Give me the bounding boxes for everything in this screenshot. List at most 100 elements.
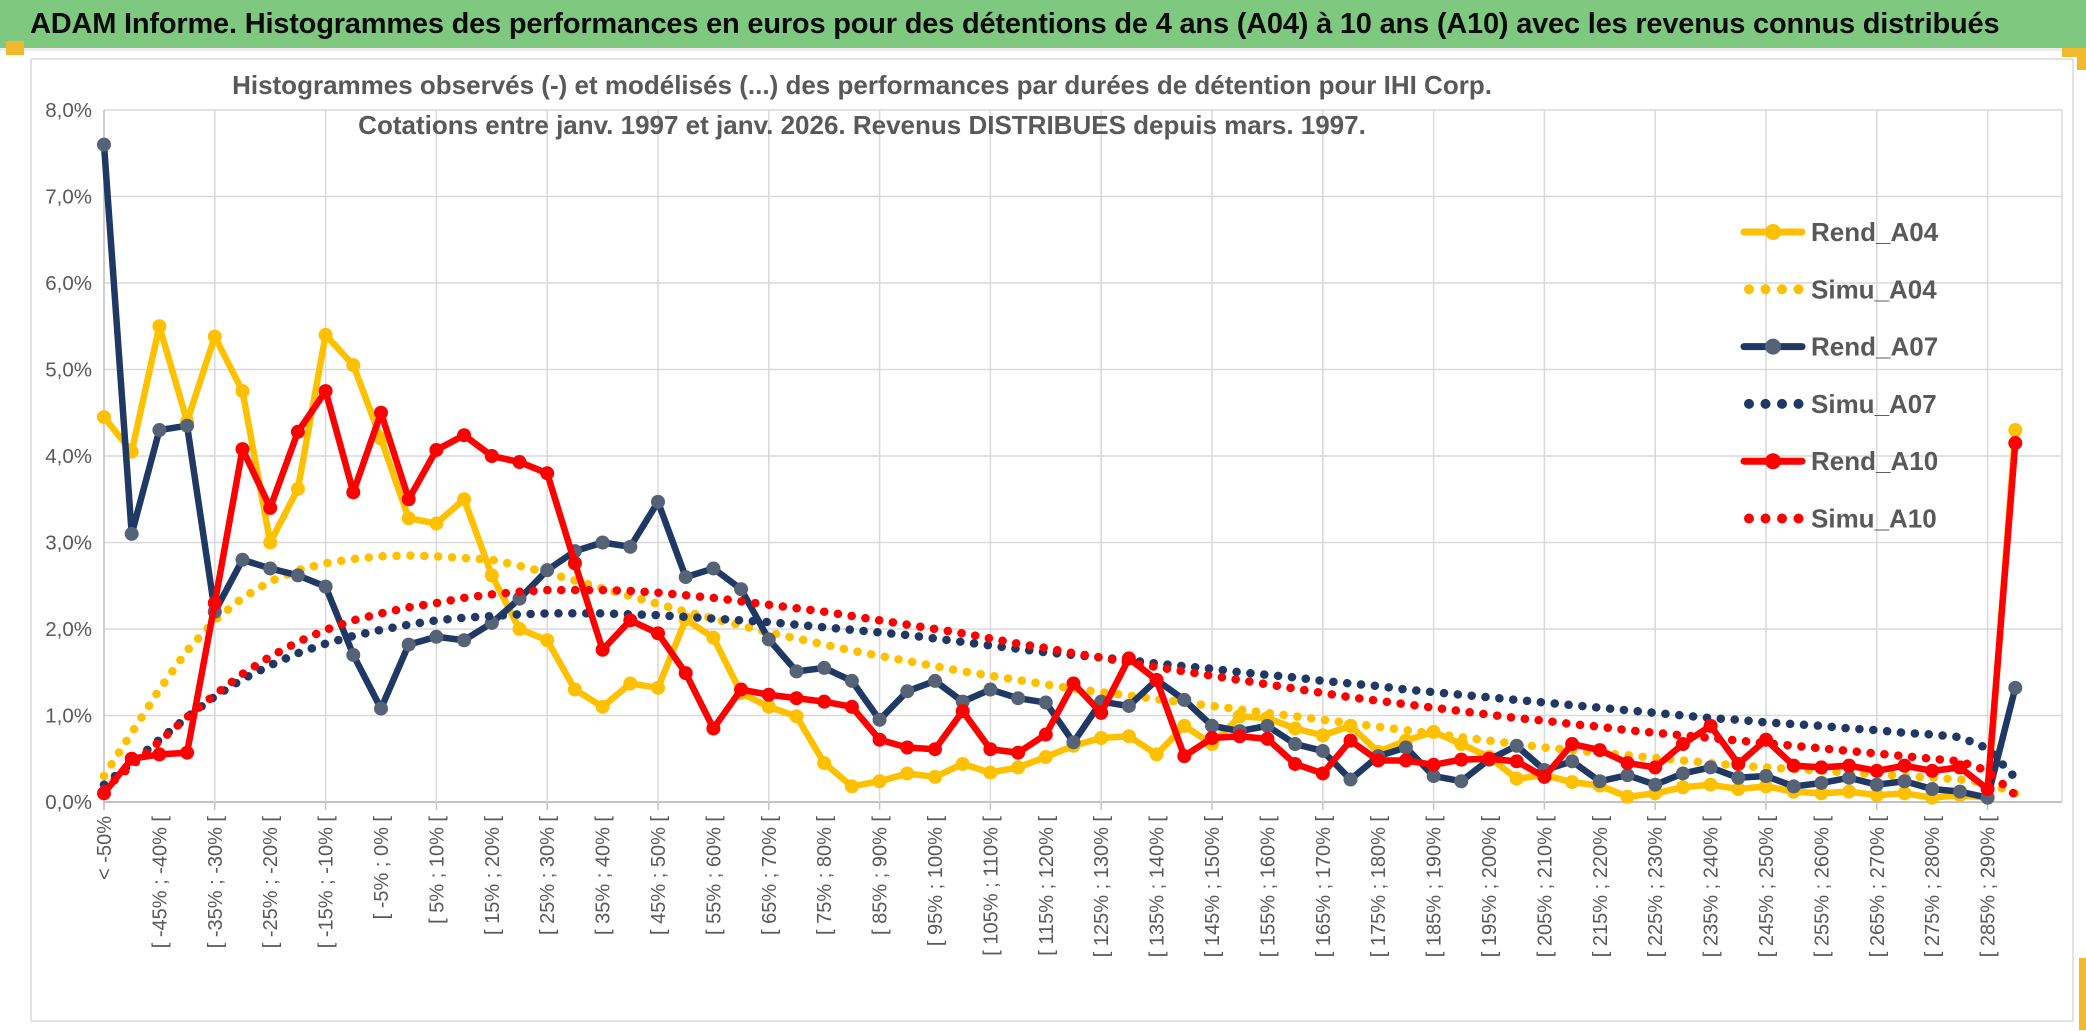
series-Rend_A10-marker xyxy=(1592,743,1607,758)
legend-sample-dot-Simu_A07 xyxy=(1793,398,1804,409)
series-Simu_A04-dotted-line[interactable] xyxy=(99,551,2020,798)
series-Rend_A10-marker xyxy=(290,424,305,439)
series-Rend_A04-marker xyxy=(1759,779,1773,794)
series-Rend_A04-marker xyxy=(983,765,998,780)
series-Rend_A04-marker xyxy=(318,327,333,342)
y-axis-tick-label: 3,0% xyxy=(45,532,92,555)
series-Rend_A10-marker xyxy=(1869,763,1884,778)
legend-sample-dot-Simu_A04 xyxy=(1744,284,1754,295)
y-axis-tick-label: 5,0% xyxy=(45,359,92,382)
legend-label-Simu_A10[interactable]: Simu_A10 xyxy=(1811,504,1937,534)
series-Rend_A07-marker xyxy=(595,535,610,550)
series-Rend_A10-marker xyxy=(1232,729,1247,744)
series-Rend_A10-marker xyxy=(928,742,942,757)
series-Rend_A04-marker xyxy=(1814,786,1829,801)
series-Rend_A10-marker xyxy=(1482,751,1496,766)
x-axis-category-label: [ 255% ; 260% [ xyxy=(1811,816,1833,958)
series-Rend_A07-marker xyxy=(235,552,250,567)
series-Rend_A10-marker xyxy=(180,745,195,760)
series-Rend_A07-line[interactable] xyxy=(100,141,2019,801)
x-axis-category-label: [ 265% ; 270% [ xyxy=(1867,816,1889,958)
series-Rend_A07-marker xyxy=(706,561,721,576)
x-axis-category-label: [ 155% ; 160% [ xyxy=(1257,816,1279,958)
legend-label-Simu_A04[interactable]: Simu_A04 xyxy=(1811,274,1937,304)
series-Rend_A10-marker xyxy=(1343,733,1358,748)
series-Rend_A04-marker xyxy=(1315,728,1330,743)
legend-label-Rend_A10[interactable]: Rend_A10 xyxy=(1811,446,1938,476)
series-Rend_A07-marker xyxy=(1675,766,1690,781)
series-Rend_A07-marker xyxy=(512,591,527,606)
series-Rend_A10-marker xyxy=(1703,718,1718,733)
x-axis-category-label: [ 25% ; 30% [ xyxy=(537,816,559,935)
x-axis-category-label: [ -45% ; -40% [ xyxy=(149,816,171,949)
series-Rend_A10-marker xyxy=(761,687,776,702)
series-Rend_A07-marker xyxy=(429,629,444,644)
series-Rend_A07-marker xyxy=(1066,735,1081,750)
series-Rend_A04-marker xyxy=(290,481,305,496)
legend-label-Rend_A04[interactable]: Rend_A04 xyxy=(1811,217,1939,247)
series-Simu_A07-dotted-line[interactable] xyxy=(99,609,2020,789)
series-Rend_A07-marker xyxy=(124,526,139,541)
series-Rend_A10-marker xyxy=(678,666,693,681)
series-Simu_A10-dotted-line[interactable] xyxy=(99,585,2020,800)
series-Rend_A10-marker xyxy=(346,485,361,500)
series-Rend_A10-marker xyxy=(1980,782,1995,797)
performance-histogram-chart: 0,0% 1,0% 2,0% 3,0% 4,0% 5,0% 6,0% 7,0% 8,0% < -5… xyxy=(45,70,2063,958)
series-Rend_A07-marker xyxy=(1869,777,1884,792)
x-axis-category-label: [ -35% ; -30% [ xyxy=(205,816,227,949)
gold-accent-left xyxy=(6,41,24,55)
series-Rend_A04-marker xyxy=(484,568,499,583)
series-Rend_A10-marker xyxy=(955,704,970,719)
series-Rend_A10-marker xyxy=(706,721,721,736)
legend-label-Simu_A07[interactable]: Simu_A07 xyxy=(1811,389,1937,419)
banner-underline xyxy=(0,48,2064,51)
series-Rend_A10-marker xyxy=(1205,730,1219,745)
x-axis-category-label: [ 105% ; 110% [ xyxy=(980,816,1002,956)
x-axis-category-label: [ -25% ; -20% [ xyxy=(260,816,282,949)
series-Rend_A07-marker xyxy=(1038,695,1053,710)
series-Rend_A10-marker xyxy=(651,626,665,641)
series-Rend_A10-marker xyxy=(1731,756,1746,771)
series-Rend_A07-marker xyxy=(97,137,111,152)
legend-label-Rend_A07[interactable]: Rend_A07 xyxy=(1811,332,1938,362)
series-Rend_A07-marker xyxy=(263,561,278,576)
series-Rend_A07-marker xyxy=(1260,718,1275,733)
series-Rend_A10-marker xyxy=(595,642,610,657)
series-Rend_A07-marker xyxy=(374,701,388,716)
series-Rend_A10-marker xyxy=(2008,436,2023,451)
x-axis-category-label: [ 275% ; 280% [ xyxy=(1922,816,1944,958)
series-Rend_A07-marker xyxy=(1703,760,1718,775)
series-Rend_A04-marker xyxy=(761,699,776,714)
x-axis-category-label: [ 215% ; 220% [ xyxy=(1590,816,1612,958)
series-Rend_A07-marker xyxy=(152,423,167,438)
series-Rend_A04-marker xyxy=(97,410,111,425)
series-Rend_A07-marker xyxy=(1620,768,1635,783)
series-Rend_A07-marker xyxy=(540,563,555,578)
series-Rend_A07-marker xyxy=(734,582,749,597)
series-Rend_A04-marker xyxy=(623,676,638,691)
series-Rend_A10-line[interactable] xyxy=(100,387,2019,797)
legend-sample-marker-Rend_A07 xyxy=(1765,338,1781,355)
series-Rend_A07-marker xyxy=(1205,718,1219,733)
series-Rend_A04-marker xyxy=(595,699,610,714)
x-axis-category-label: [ 75% ; 80% [ xyxy=(814,816,836,935)
series-Rend_A04-marker xyxy=(1869,788,1884,803)
series-Rend_A07-marker xyxy=(1565,754,1580,769)
series-Rend_A10-marker xyxy=(1814,760,1829,775)
series-Rend_A07-marker xyxy=(401,637,416,652)
series-Rend_A07-marker xyxy=(928,673,942,688)
series-Rend_A10-marker xyxy=(1288,756,1303,771)
series-Rend_A10-marker xyxy=(1897,758,1912,773)
series-Rend_A07-marker xyxy=(900,684,915,699)
series-Rend_A10-marker xyxy=(1177,749,1192,764)
series-Rend_A07-marker xyxy=(1426,769,1441,784)
series-Rend_A04-line[interactable] xyxy=(100,323,2019,801)
series-Rend_A04-marker xyxy=(263,535,278,550)
series-Rend_A04-marker xyxy=(817,756,832,771)
series-Rend_A10-marker xyxy=(1565,737,1580,752)
series-Rend_A07-marker xyxy=(1121,698,1136,713)
series-Rend_A10-marker xyxy=(1315,766,1330,781)
series-Rend_A04-marker xyxy=(928,769,942,784)
series-Rend_A07-marker xyxy=(1011,691,1026,706)
series-Rend_A10-marker xyxy=(429,442,444,457)
